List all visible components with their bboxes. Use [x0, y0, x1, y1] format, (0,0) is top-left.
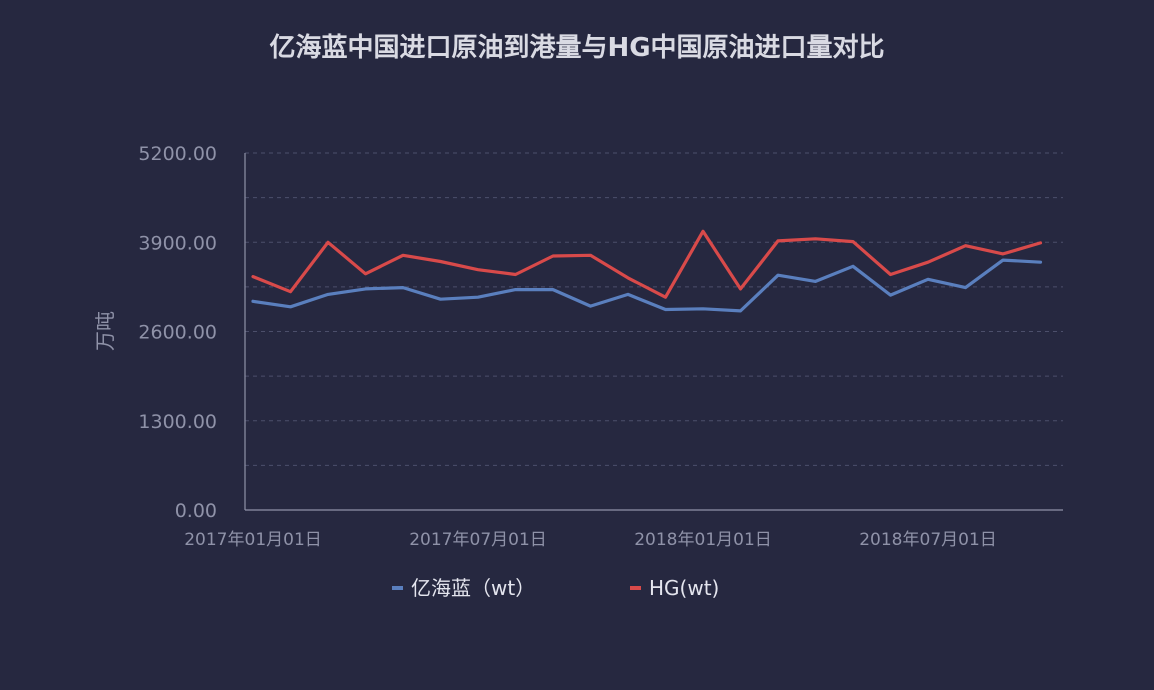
series-lines [251, 229, 1043, 313]
x-tick-label: 2017年07月01日 [409, 530, 547, 550]
grid-lines [245, 152, 1063, 466]
legend-swatch[interactable] [630, 586, 641, 590]
y-axis-label: 万吨 [93, 311, 117, 351]
series-line-1[interactable] [251, 258, 1043, 313]
x-tick-label: 2018年01月01日 [634, 530, 772, 550]
y-tick-label: 2600.00 [138, 322, 217, 344]
legend-swatch[interactable] [392, 586, 403, 590]
x-tick-label: 2017年01月01日 [184, 530, 322, 550]
legend-label[interactable]: HG(wt) [649, 576, 719, 600]
y-tick-label: 1300.00 [138, 411, 217, 433]
chart-title: 亿海蓝中国进口原油到港量与HG中国原油进口量对比 [269, 33, 884, 63]
legend-label[interactable]: 亿海蓝（wt） [411, 576, 535, 600]
y-tick-label: 0.00 [175, 500, 217, 522]
x-tick-label: 2018年07月01日 [859, 530, 997, 550]
series-line-2[interactable] [251, 229, 1043, 299]
y-tick-label: 5200.00 [138, 143, 217, 165]
axes: 0.00 1300.00 2600.00 3900.00 5200.00 2017年01月… [138, 143, 1063, 550]
legend[interactable]: 亿海蓝（wt） HG(wt) [392, 576, 719, 600]
y-tick-label: 3900.00 [138, 232, 217, 254]
